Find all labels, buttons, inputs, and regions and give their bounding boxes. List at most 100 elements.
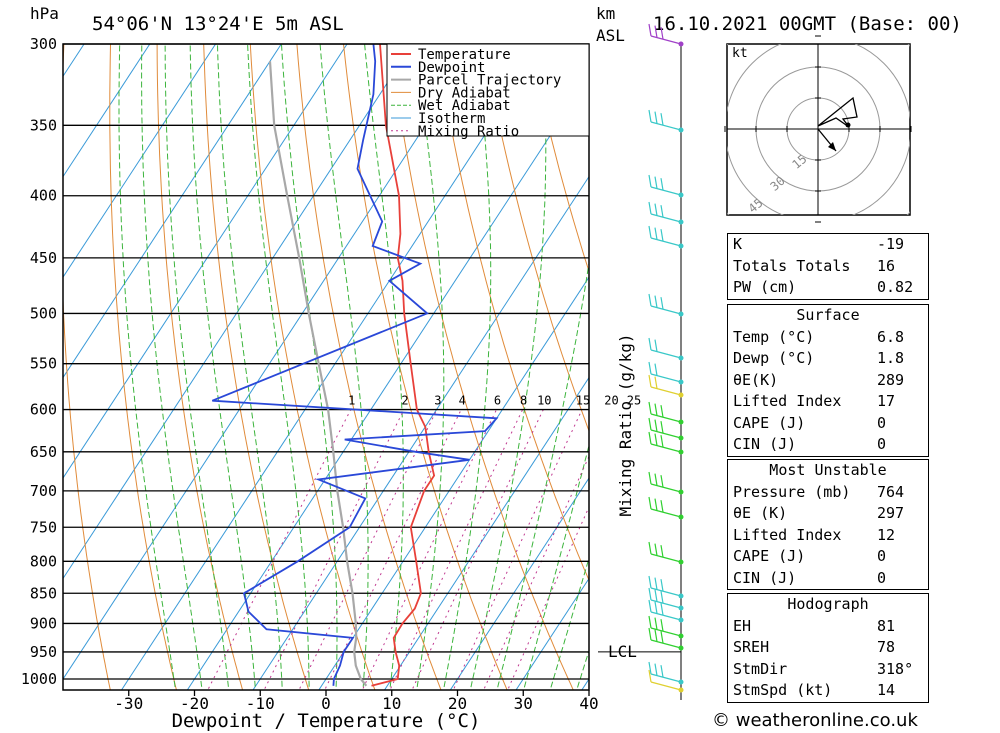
- dewpoint-line: [211, 44, 499, 686]
- dry-adiabat-line: [203, 44, 310, 690]
- wind-barb: [650, 599, 682, 609]
- k-index-label: K: [733, 235, 743, 253]
- isotherm-line: [515, 577, 589, 690]
- isotherm-line: [0, 44, 18, 705]
- copyright-footer[interactable]: © weatheronline.co.uk: [712, 710, 918, 731]
- wind-barb-feather: [654, 629, 658, 642]
- isotherm-line: [63, 44, 151, 178]
- mu-thetae-value: 297: [877, 504, 905, 522]
- mixing-ratio-line: [263, 409, 405, 690]
- mu-li-value: 12: [877, 525, 896, 544]
- wind-barb-feather: [648, 615, 652, 629]
- surface-panel: Surface Temp (°C) 6.8 Dewp (°C) 1.8 θE(K) 2…: [727, 304, 929, 457]
- wet-adiabat-line: [164, 44, 230, 690]
- mu-thetae-label: θE (K): [733, 504, 788, 522]
- mu-li-label: Lifted Index: [733, 525, 842, 544]
- legend-label: Dewpoint: [418, 60, 485, 76]
- mixing-ratio-label: 25: [627, 394, 641, 408]
- temperature-tick-label: 10: [382, 694, 401, 713]
- mu-cape-value: 0: [877, 547, 887, 565]
- isotherm-line: [63, 44, 282, 379]
- wind-barb-feather: [648, 374, 652, 388]
- wind-barb-feather: [648, 669, 652, 683]
- surface-cape-label: CAPE (J): [733, 413, 806, 432]
- wind-barb: [650, 627, 682, 637]
- pressure-tick-label: 300: [30, 35, 57, 53]
- dry-adiabat-line: [529, 44, 589, 273]
- temperature-tick-label: 0: [321, 694, 331, 713]
- surface-cape-value: 0: [877, 413, 887, 432]
- mu-pressure-value: 764: [877, 482, 905, 501]
- dry-adiabat-line: [63, 44, 111, 690]
- wind-barb: [650, 413, 682, 423]
- wind-barb: [650, 483, 682, 493]
- wind-barb-feather: [648, 174, 652, 188]
- mixing-ratio-line: [298, 409, 438, 690]
- pressure-tick-label: 350: [30, 116, 57, 134]
- wet-adiabat-line: [217, 44, 283, 690]
- isotherm-line: [120, 44, 545, 690]
- stmspd-value: 14: [877, 681, 896, 699]
- mu-cape-label: CAPE (J): [733, 547, 806, 565]
- dry-adiabat-line: [996, 44, 1000, 705]
- pressure-tick-label: 600: [30, 401, 57, 419]
- wind-barb-feather: [648, 496, 652, 510]
- wind-barb-feather: [660, 619, 664, 632]
- isotherm-line: [63, 44, 480, 680]
- mixing-ratio-line: [483, 455, 589, 690]
- pressure-tick-label: 800: [30, 552, 57, 570]
- wind-barb: [650, 386, 682, 396]
- dry-adiabat-line: [296, 44, 442, 690]
- axis-labels: 3003504004505005506006507007508008509009…: [21, 35, 599, 713]
- isotherm-line: [63, 44, 217, 279]
- wind-barb: [650, 373, 682, 383]
- dry-adiabat-line: [436, 44, 589, 582]
- hodograph-title: Hodograph: [787, 595, 869, 613]
- wind-barb-feather: [654, 176, 658, 189]
- wind-barb-feather: [660, 421, 664, 434]
- isotherm-line: [186, 75, 589, 690]
- pressure-tick-label: 900: [30, 614, 57, 632]
- dry-adiabat-line: [482, 44, 589, 433]
- isotherm-line: [63, 44, 85, 78]
- mixing-ratio-label: 10: [537, 394, 551, 408]
- wind-barb-feather: [654, 363, 658, 376]
- mixing-ratio-label: 2: [401, 394, 408, 408]
- pw-label: PW (cm): [733, 278, 797, 296]
- surface-thetae-label: θE(K): [733, 370, 779, 389]
- wind-barb-feather: [660, 113, 664, 126]
- mixing-ratio-labels: 1 2 3 4 6 8 10 15 20 25: [348, 394, 641, 408]
- background-lines: [0, 44, 1000, 705]
- hodograph-arrowhead: [828, 142, 836, 151]
- asl-label: ASL: [596, 26, 625, 45]
- hodograph-storm-motion: [845, 122, 851, 128]
- wind-barb-feather: [648, 575, 652, 589]
- wind-barb-feather: [648, 361, 652, 375]
- wind-barb-feather: [648, 541, 652, 555]
- mu-pressure-label: Pressure (mb): [733, 482, 851, 501]
- hodograph-panel: Hodograph EH 81 SREH 78 StmDir 318° StmSpd …: [727, 593, 929, 703]
- wind-barb: [650, 237, 682, 247]
- legend-label: Parcel Trajectory: [418, 73, 561, 89]
- wind-barb-feather: [660, 579, 664, 592]
- wind-barb-feather: [654, 376, 658, 389]
- wind-barb-feather: [660, 405, 664, 418]
- dry-adiabat-line: [9, 44, 47, 705]
- wind-barb: [650, 639, 682, 649]
- wind-barb-feather: [648, 431, 652, 445]
- wind-barb: [650, 508, 682, 518]
- isotherm-line: [449, 477, 589, 690]
- wind-barb-feather: [654, 589, 658, 602]
- wind-barb-feather: [654, 617, 658, 630]
- wind-barb: [650, 349, 682, 359]
- mixing-ratio-axis-label: Mixing Ratio (g/kg): [616, 333, 635, 516]
- wind-barb-feather: [654, 339, 658, 352]
- most-unstable-title: Most Unstable: [769, 461, 887, 479]
- wind-barb-feather: [660, 545, 664, 558]
- pressure-tick-label: 1000: [21, 670, 57, 688]
- isotherm-line: [63, 44, 348, 480]
- pressure-tick-label: 650: [30, 443, 57, 461]
- wind-barb-feather: [654, 577, 658, 590]
- eh-label: EH: [733, 616, 752, 635]
